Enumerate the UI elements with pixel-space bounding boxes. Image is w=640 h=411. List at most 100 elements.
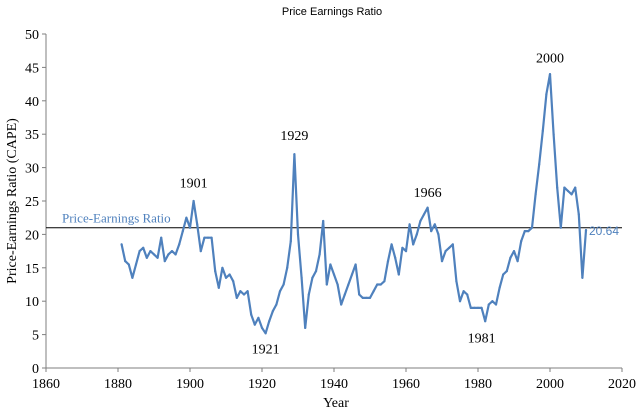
- data-point: [556, 186, 559, 189]
- data-point: [354, 263, 357, 266]
- x-tick-label: 1940: [320, 377, 348, 392]
- x-tick-label: 1960: [392, 377, 420, 392]
- data-point: [138, 250, 141, 253]
- y-tick-label: 35: [25, 128, 39, 143]
- data-point: [275, 303, 278, 306]
- data-point: [203, 236, 206, 239]
- data-point: [286, 266, 289, 269]
- data-point: [142, 246, 145, 249]
- data-point: [365, 296, 368, 299]
- data-point: [170, 250, 174, 253]
- data-point: [242, 293, 246, 296]
- data-point: [296, 233, 300, 236]
- y-tick-label: 5: [32, 329, 39, 344]
- data-point: [199, 250, 202, 253]
- data-point: [318, 253, 321, 256]
- data-point: [415, 233, 418, 236]
- data-point: [491, 300, 494, 303]
- data-point: [228, 273, 231, 276]
- data-point: [390, 243, 393, 246]
- data-point: [149, 250, 152, 253]
- data-point: [235, 296, 238, 299]
- data-point: [358, 293, 361, 296]
- data-point: [408, 223, 411, 226]
- data-point: [178, 243, 181, 246]
- data-point: [570, 193, 573, 196]
- data-point: [512, 250, 516, 253]
- data-point: [134, 263, 138, 266]
- y-axis-ticks: 0 5 10 15 20 25 30 35 40 45 50: [25, 28, 46, 377]
- y-tick-label: 25: [25, 195, 39, 210]
- data-point: [336, 283, 339, 286]
- data-point: [239, 290, 242, 293]
- data-point: [563, 186, 566, 189]
- data-point: [469, 306, 472, 309]
- data-point: [224, 276, 228, 279]
- data-point: [372, 290, 375, 293]
- data-point: [584, 229, 588, 232]
- data-point: [156, 256, 159, 259]
- data-point: [487, 303, 490, 306]
- series-group: 20.64: [120, 72, 619, 335]
- x-tick-label: 2020: [608, 377, 636, 392]
- data-point: [577, 213, 580, 216]
- data-point: [383, 280, 386, 283]
- data-point: [271, 310, 274, 313]
- data-point: [473, 306, 476, 309]
- data-point: [332, 273, 336, 276]
- data-point: [462, 290, 465, 293]
- data-point: [466, 293, 469, 296]
- data-point: [131, 276, 134, 279]
- data-point: [293, 153, 296, 156]
- data-point: [307, 293, 310, 296]
- data-point: [181, 230, 184, 233]
- data-point: [430, 230, 433, 233]
- data-point: [404, 250, 408, 253]
- data-point: [268, 320, 271, 323]
- data-point: [527, 230, 530, 233]
- data-point: [484, 320, 487, 323]
- data-point: [534, 193, 537, 196]
- data-point: [329, 263, 332, 266]
- data-point: [520, 240, 523, 243]
- x-tick-label: 1920: [248, 377, 276, 392]
- series-line: [120, 72, 588, 335]
- x-tick-label: 2000: [536, 377, 564, 392]
- data-point: [361, 296, 364, 299]
- data-point: [257, 316, 260, 319]
- data-point: [397, 273, 400, 276]
- y-tick-label: 45: [25, 61, 39, 76]
- data-point: [401, 246, 404, 249]
- data-point: [282, 283, 285, 286]
- data-point: [264, 332, 267, 335]
- y-tick-label: 40: [25, 95, 39, 110]
- data-point: [376, 283, 379, 286]
- data-point: [574, 186, 577, 189]
- reference-line-label: Price-Earnings Ratio: [62, 211, 171, 226]
- data-point: [160, 236, 163, 239]
- data-point: [350, 273, 354, 276]
- y-axis-title: Price-Earnings Ratio (CAPE): [5, 118, 20, 284]
- annotation-1929: 1929: [280, 129, 308, 144]
- data-point: [451, 243, 454, 246]
- data-point: [502, 273, 505, 276]
- data-point: [437, 233, 440, 236]
- annotation-1921: 1921: [252, 342, 280, 357]
- y-tick-label: 20: [25, 228, 39, 243]
- data-point: [188, 226, 192, 229]
- data-point: [246, 290, 249, 293]
- data-point: [581, 276, 584, 279]
- data-point: [566, 189, 570, 193]
- data-point: [127, 263, 130, 266]
- data-point: [433, 223, 436, 226]
- data-point: [412, 243, 415, 246]
- x-axis-ticks: 1860 1880 1900 1920 1940 1960 1980 2000 2020: [32, 368, 636, 392]
- data-point: [455, 280, 458, 283]
- data-point: [250, 313, 253, 316]
- peak-annotations: 1901 1921 1929 1966 1981 2000: [180, 52, 564, 358]
- last-value-label: 20.64: [589, 224, 619, 238]
- data-point: [476, 306, 480, 309]
- data-point: [210, 236, 213, 239]
